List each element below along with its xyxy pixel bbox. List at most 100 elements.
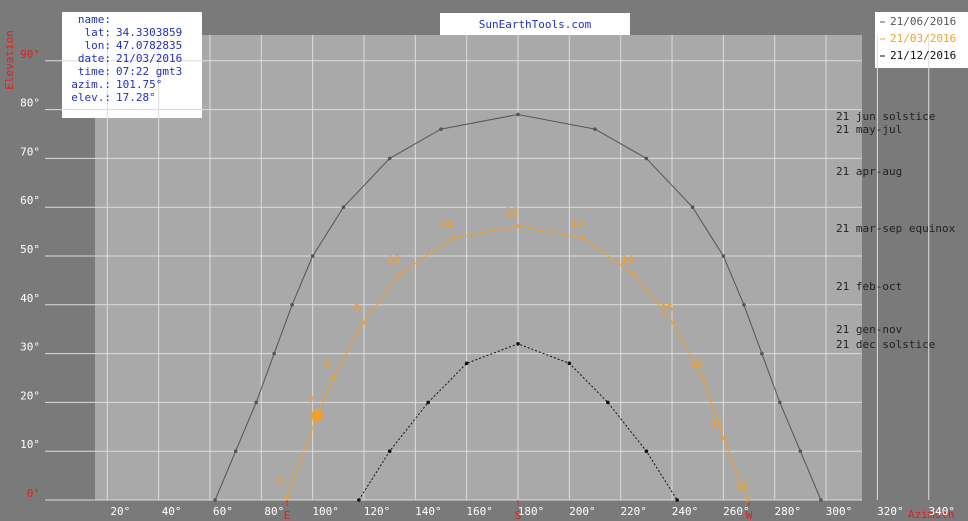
data-point: [819, 498, 823, 502]
data-point: [290, 303, 294, 307]
data-point: [671, 321, 675, 325]
data-point: [213, 498, 217, 502]
x-tick-label: 40°: [162, 505, 182, 518]
data-point: [516, 224, 520, 229]
data-point: [690, 205, 695, 209]
info-label: elev.:: [71, 91, 111, 104]
y-tick-label: 90°: [20, 48, 40, 61]
y-tick-label: 10°: [20, 438, 40, 451]
info-value: 07:22 gmt3: [116, 65, 182, 78]
data-point: [798, 449, 803, 454]
hour-label: 17: [711, 417, 724, 430]
x-tick-label: 340°: [928, 505, 955, 518]
data-point: [721, 436, 726, 440]
hour-label: 9: [354, 302, 361, 315]
x-tick-label: 240°: [672, 505, 699, 518]
data-point: [272, 351, 276, 356]
annotation: 21 apr-aug: [836, 165, 902, 178]
y-tick-label: 50°: [20, 243, 40, 256]
data-point: [742, 303, 746, 307]
annotation: 21 mar-sep equinox: [836, 222, 956, 235]
legend-box: [875, 12, 968, 68]
info-value: 47.0782835: [116, 39, 182, 52]
data-point: [451, 236, 455, 240]
hour-label: 12: [505, 205, 518, 218]
hour-label: 8: [324, 357, 331, 370]
hour-label: 14: [621, 253, 635, 266]
legend-label: 21/12/2016: [890, 49, 956, 62]
y-tick-label: 60°: [20, 194, 40, 207]
info-value: 21/03/2016: [116, 52, 182, 65]
data-point: [233, 449, 238, 454]
annotation: 21 jun solstice: [836, 110, 935, 123]
y-tick-label: 70°: [20, 145, 40, 158]
x-tick-label: 120°: [364, 505, 391, 518]
data-point: [760, 351, 764, 356]
x-axis-label: Azimuth: [908, 508, 954, 521]
hour-label: 6: [278, 476, 285, 489]
y-axis-label: Elevation: [3, 30, 16, 90]
data-point: [254, 400, 258, 405]
y-tick-label: 30°: [20, 341, 40, 354]
data-point: [746, 498, 750, 502]
x-tick-label: 180°: [518, 505, 545, 518]
annotation: 21 feb-oct: [836, 280, 902, 293]
data-point: [331, 376, 335, 380]
y-tick-label: 80°: [20, 97, 40, 110]
compass-label: S: [515, 509, 522, 521]
data-point: [357, 498, 361, 502]
info-label: name:: [78, 13, 111, 26]
hour-label: 7: [308, 395, 315, 408]
data-point: [361, 321, 365, 325]
data-point: [285, 495, 289, 499]
x-tick-label: 260°: [723, 505, 750, 518]
hour-label: 18: [735, 479, 748, 492]
data-point: [606, 400, 610, 405]
data-point: [516, 112, 520, 117]
hour-label: 13: [570, 217, 583, 230]
title-box: [440, 13, 630, 35]
data-point: [464, 361, 469, 366]
data-point: [439, 127, 443, 131]
hour-label: 10: [387, 253, 400, 266]
legend-label: 21/03/2016: [890, 32, 956, 45]
x-tick-label: 300°: [826, 505, 853, 518]
legend-label: 21/06/2016: [890, 15, 956, 28]
info-label: lat:: [85, 26, 112, 39]
data-point: [387, 156, 392, 161]
data-point: [387, 449, 392, 454]
x-tick-label: 20°: [110, 505, 130, 518]
chart-title: SunEarthTools.com: [479, 18, 592, 31]
info-box: [62, 12, 202, 118]
hour-label: 15: [660, 302, 673, 315]
info-value: 34.3303859: [116, 26, 182, 39]
info-label: time:: [78, 65, 111, 78]
hour-label: 11: [440, 217, 453, 230]
x-tick-label: 100°: [312, 505, 339, 518]
info-label: date:: [78, 52, 111, 65]
data-point: [516, 342, 520, 346]
x-tick-label: 160°: [466, 505, 493, 518]
annotation: 21 dec solstice: [836, 338, 935, 351]
data-point: [311, 409, 324, 422]
x-tick-label: 140°: [415, 505, 442, 518]
x-tick-label: 60°: [213, 505, 233, 518]
y-tick-label: 40°: [20, 292, 40, 305]
info-value: 17.28°: [116, 91, 156, 104]
y-tick-label: 0°: [27, 487, 40, 500]
data-point: [567, 361, 572, 366]
x-tick-label: 280°: [774, 505, 801, 518]
data-point: [581, 236, 585, 240]
data-point: [426, 400, 430, 405]
info-label: azim.:: [71, 78, 111, 91]
annotation: 21 may-jul: [836, 123, 902, 136]
data-point: [631, 272, 636, 276]
hour-label: 16: [690, 357, 703, 370]
compass-label: E: [284, 509, 291, 521]
data-point: [675, 498, 679, 502]
data-point: [593, 127, 597, 131]
plot-area: [95, 35, 862, 500]
x-tick-label: 220°: [620, 505, 647, 518]
data-point: [398, 272, 402, 276]
